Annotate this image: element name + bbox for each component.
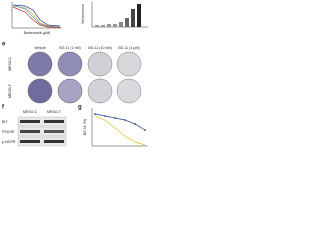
panel-e: e Vehicle BG 11 (1 nM) BG 11 (10 nM) BG … — [2, 42, 142, 104]
panel-g: g BG 11 (%) — [78, 105, 148, 147]
panel-f: f MESO-C MESO-T BIT PSCHE p-NGFR — [2, 105, 67, 147]
column-label: BG 11 (1 μM) — [118, 46, 139, 50]
panel-b: Senescence — [81, 2, 148, 28]
row-label: BIT — [2, 120, 8, 124]
panel-letter: g — [78, 105, 82, 111]
column-label: MESO-T — [47, 110, 62, 114]
panel-letter: f — [2, 105, 5, 111]
figure: Bortezomib (μM) Senescence e Vehicle BG … — [2, 2, 148, 147]
column-label: Vehicle — [34, 46, 46, 50]
row-label: PSCHE — [2, 130, 15, 134]
panel-a: Bortezomib (μM) — [11, 2, 62, 35]
column-label: BG 11 (1 nM) — [59, 46, 80, 50]
panel-letter: e — [2, 42, 6, 48]
column-label: MESO-C — [23, 110, 38, 114]
y-axis-label: Senescence — [81, 4, 85, 24]
row-label: p-NGFR — [2, 140, 16, 144]
row-label: MESO-1 — [8, 57, 12, 71]
y-axis-label: BG 11 (%) — [83, 119, 87, 136]
x-axis-label: Bortezomib (μM) — [24, 31, 51, 35]
column-label: BG 11 (10 nM) — [88, 46, 111, 50]
row-label: MESO-T — [8, 83, 12, 98]
